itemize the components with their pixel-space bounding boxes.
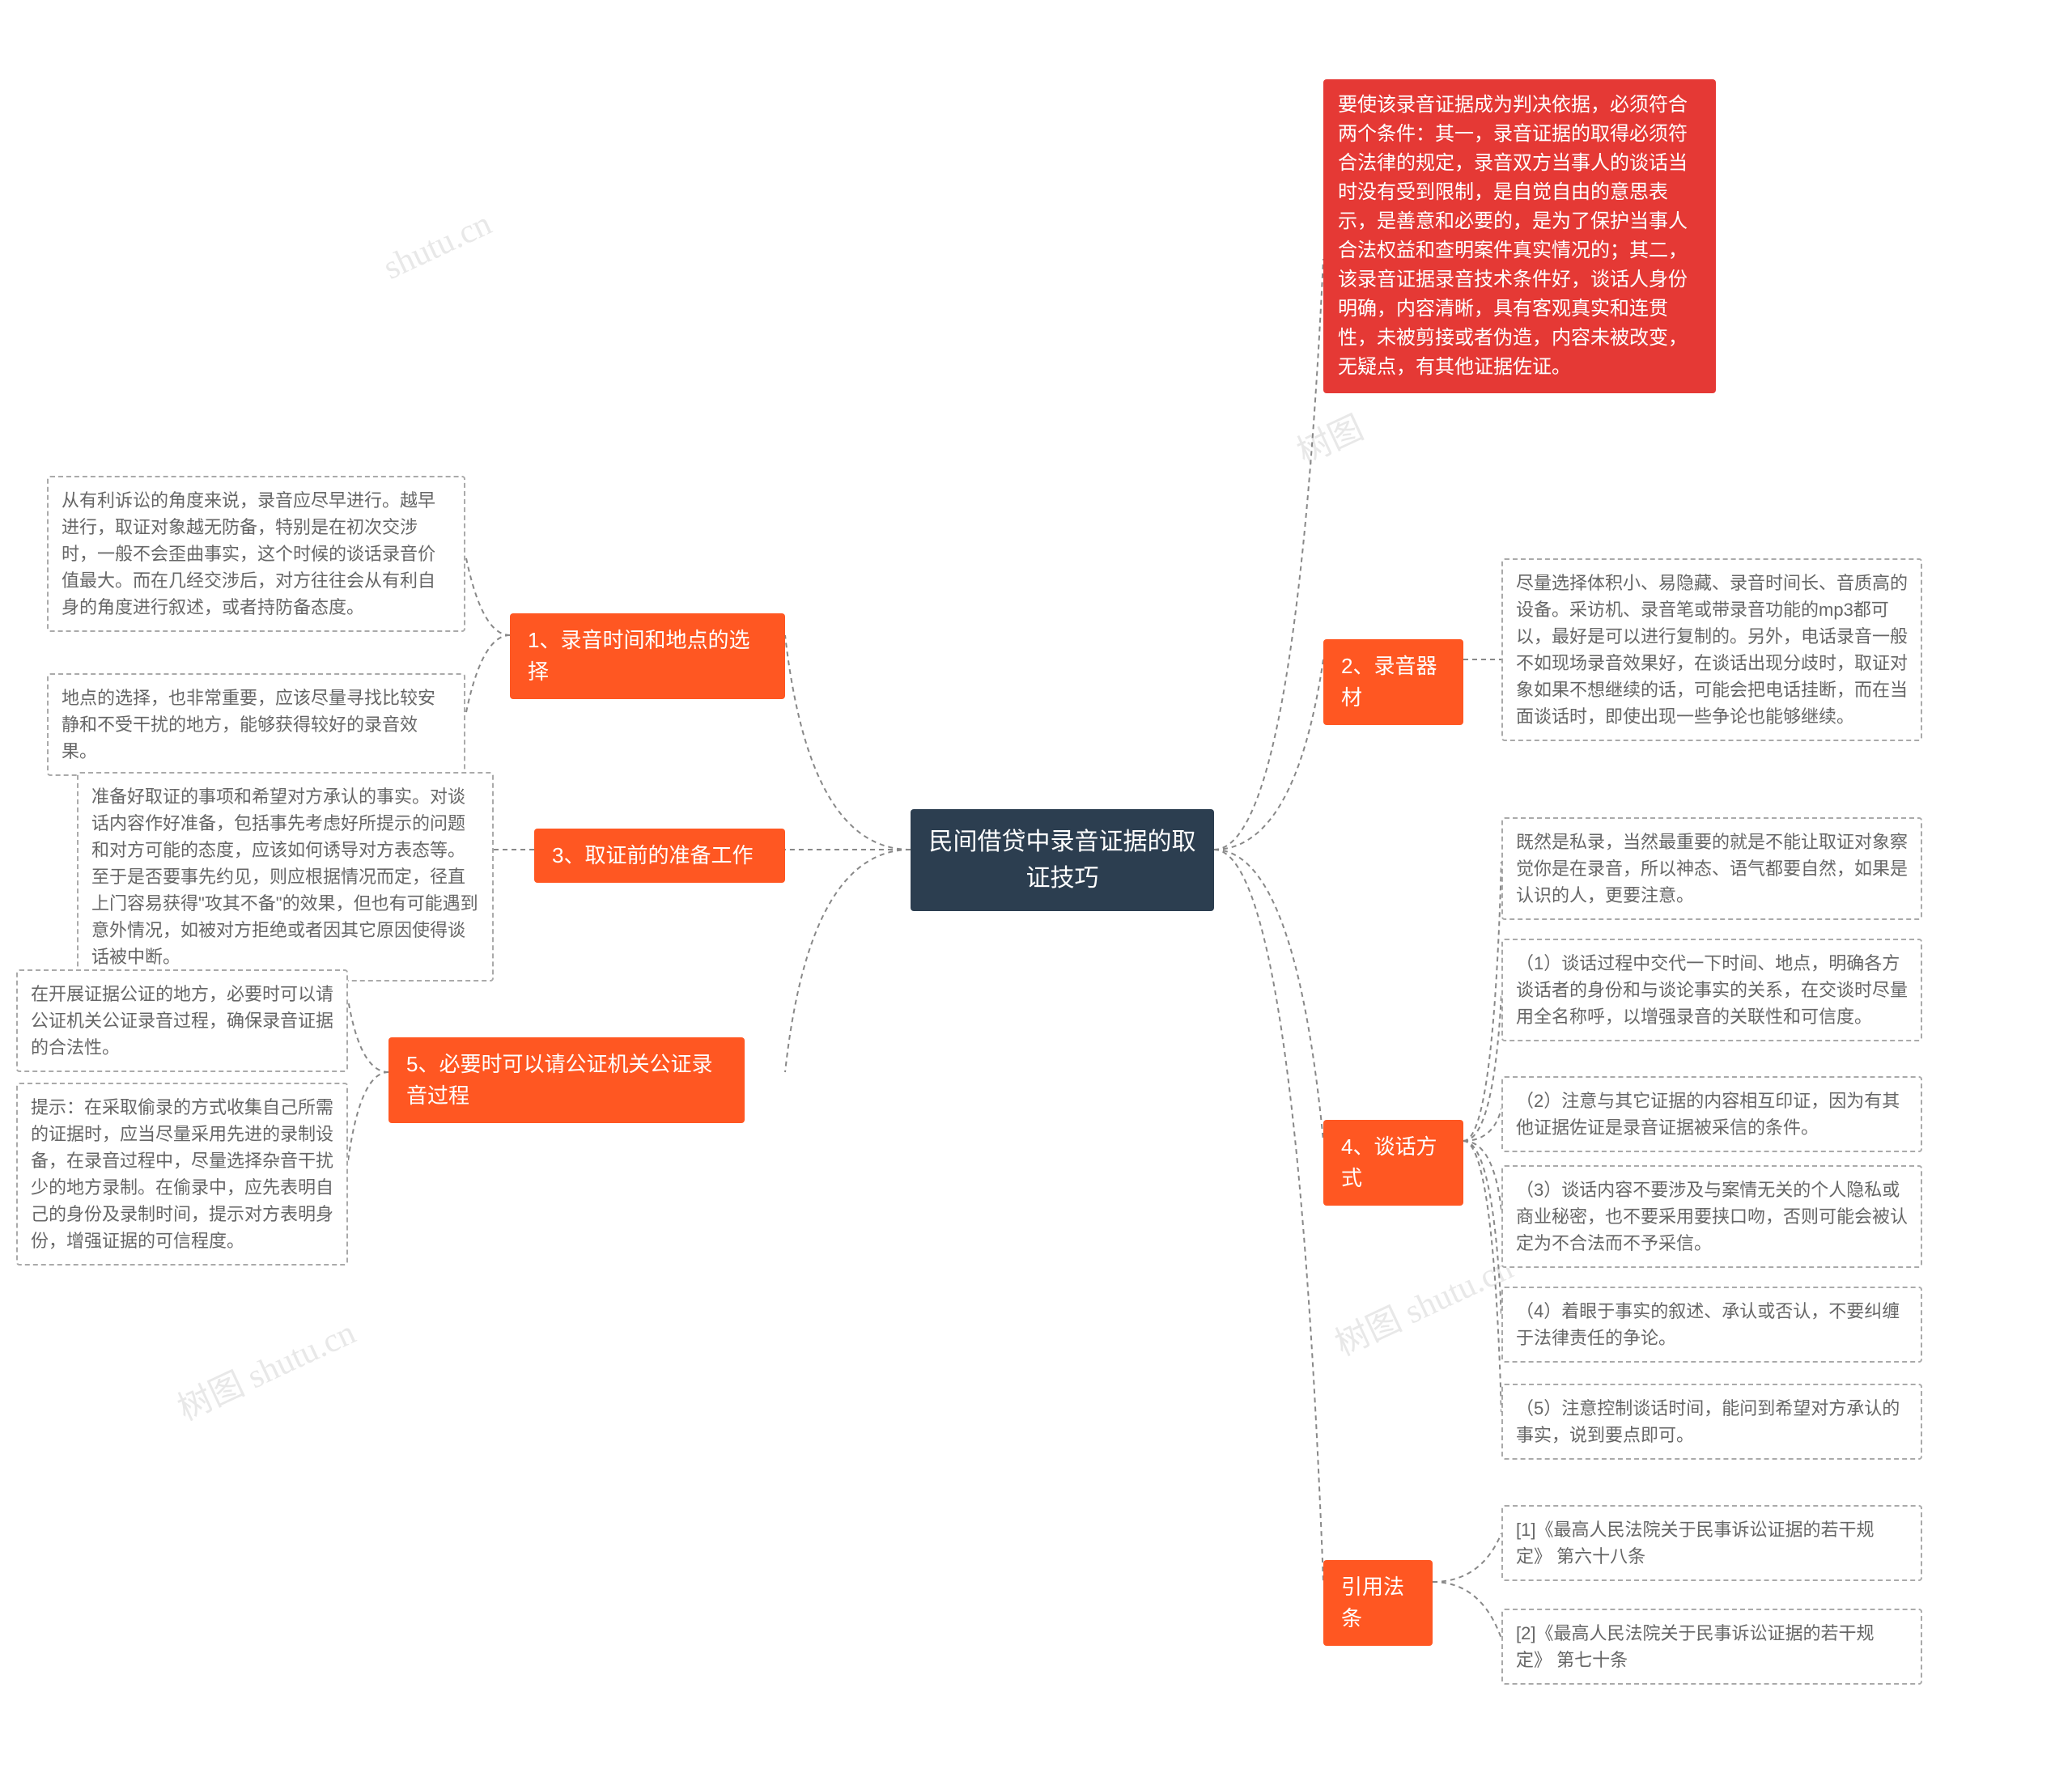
branch-left-2: 3、取证前的准备工作 [534,829,785,883]
leaf-right-4-4: （4）着眼于事实的叙述、承认或否认，不要纠缠于法律责任的争论。 [1501,1287,1922,1363]
branch-left-1: 1、录音时间和地点的选择 [510,613,785,699]
leaf-left-1-1: 地点的选择，也非常重要，应该尽量寻找比较安静和不受干扰的地方，能够获得较好的录音… [47,673,465,776]
leaf-cite-0: [1]《最高人民法院关于民事诉讼证据的若干规定》 第六十八条 [1501,1505,1922,1581]
leaf-left-3-1: 提示：在采取偷录的方式收集自己所需的证据时，应当尽量采用先进的录制设备，在录音过… [16,1083,348,1266]
leaf-right-4-3: （3）谈话内容不要涉及与案情无关的个人隐私或商业秘密，也不要采用要挟口吻，否则可… [1501,1165,1922,1268]
leaf-right-4-5: （5）注意控制谈话时间，能问到希望对方承认的事实，说到要点即可。 [1501,1384,1922,1460]
leaf-right-2-0: 尽量选择体积小、易隐藏、录音时间长、音质高的设备。采访机、录音笔或带录音功能的m… [1501,558,1922,741]
mindmap-canvas: 民间借贷中录音证据的取 证技巧 1、录音时间和地点的选择 从有利诉讼的角度来说，… [0,0,2072,1768]
special-conditions: 要使该录音证据成为判决依据，必须符合两个条件：其一，录音证据的取得必须符合法律的… [1323,79,1716,393]
central-node: 民间借贷中录音证据的取 证技巧 [911,809,1214,911]
leaf-left-3-0: 在开展证据公证的地方，必要时可以请公证机关公证录音过程，确保录音证据的合法性。 [16,969,348,1072]
branch-left-3: 5、必要时可以请公证机关公证录 音过程 [388,1037,745,1123]
leaf-right-4-1: （1）谈话过程中交代一下时间、地点，明确各方谈话者的身份和与谈论事实的关系，在交… [1501,939,1922,1041]
branch-right-4: 4、谈话方式 [1323,1120,1463,1206]
branch-right-2: 2、录音器材 [1323,639,1463,725]
leaf-left-1-0: 从有利诉讼的角度来说，录音应尽早进行。越早进行，取证对象越无防备，特别是在初次交… [47,476,465,632]
leaf-left-2-0: 准备好取证的事项和希望对方承认的事实。对谈话内容作好准备，包括事先考虑好所提示的… [77,772,494,982]
leaf-right-4-0: 既然是私录，当然最重要的就是不能让取证对象察觉你是在录音，所以神态、语气都要自然… [1501,817,1922,920]
leaf-cite-1: [2]《最高人民法院关于民事诉讼证据的若干规定》 第七十条 [1501,1609,1922,1685]
branch-citation: 引用法条 [1323,1560,1433,1646]
leaf-right-4-2: （2）注意与其它证据的内容相互印证，因为有其他证据佐证是录音证据被采信的条件。 [1501,1076,1922,1152]
